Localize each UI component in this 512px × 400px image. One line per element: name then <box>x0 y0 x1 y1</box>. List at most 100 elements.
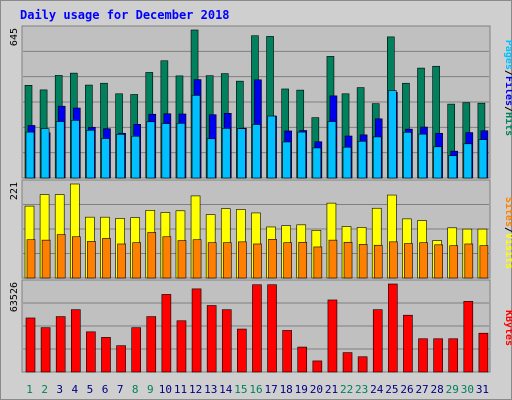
day-label: 3 <box>56 383 63 396</box>
legend-label-middle: Sites/Visits <box>503 197 512 269</box>
sites-bar <box>177 240 187 279</box>
day-label: 11 <box>174 383 187 396</box>
pages-bar <box>25 131 35 179</box>
pages-bar <box>176 123 186 179</box>
kbytes-bar <box>312 360 323 373</box>
legend-label-top-part: Pages <box>503 40 512 70</box>
day-label: 10 <box>159 383 172 396</box>
max-label-visits: 221 <box>9 182 20 200</box>
kbytes-bar <box>478 332 489 373</box>
sites-bar <box>117 243 126 279</box>
day-label: 22 <box>340 383 353 396</box>
kbytes-bar <box>388 283 398 373</box>
sites-bar <box>404 243 413 279</box>
pages-bar <box>312 147 322 179</box>
kbytes-bar <box>176 320 187 373</box>
day-label: 9 <box>147 383 154 396</box>
pages-bar <box>221 128 231 179</box>
sites-bar <box>313 246 323 279</box>
kbytes-bar <box>267 284 277 373</box>
pages-bar <box>403 132 412 179</box>
kbytes-bar <box>252 284 262 373</box>
kbytes-bar <box>282 330 292 373</box>
kbytes-bar <box>206 305 217 373</box>
day-label: 4 <box>72 383 79 396</box>
sites-bar <box>449 245 459 279</box>
day-label: 19 <box>295 383 308 396</box>
sites-bar <box>162 236 172 279</box>
pages-bar <box>131 135 140 179</box>
pages-bar <box>433 146 442 179</box>
pages-bar <box>448 155 458 179</box>
pages-bar <box>342 146 352 179</box>
day-label: 6 <box>102 383 109 396</box>
kbytes-bar <box>221 309 232 373</box>
sites-bar <box>283 242 292 279</box>
sites-bar <box>56 234 66 279</box>
day-label: 12 <box>189 383 202 396</box>
kbytes-bar <box>372 309 383 373</box>
pages-bar <box>40 128 50 179</box>
kbytes-bar <box>161 294 172 373</box>
sites-bar <box>419 242 428 279</box>
day-label: 7 <box>117 383 124 396</box>
pages-bar <box>297 131 307 179</box>
sites-bar <box>102 238 111 279</box>
day-label: 18 <box>280 383 293 396</box>
pages-bar <box>478 139 488 179</box>
day-label: 29 <box>446 383 459 396</box>
chart-title: Daily usage for December 2018 <box>20 8 230 22</box>
sites-bar <box>192 239 202 279</box>
day-label: 30 <box>461 383 474 396</box>
kbytes-bar <box>116 345 126 373</box>
day-label: 14 <box>219 383 233 396</box>
sites-bar <box>268 238 277 279</box>
kbytes-bar <box>86 331 96 373</box>
pages-bar <box>101 138 110 179</box>
day-label: 23 <box>355 383 368 396</box>
sites-bar <box>298 241 308 279</box>
pages-bar <box>55 121 65 179</box>
kbytes-bar <box>237 328 247 373</box>
kbytes-bar <box>342 352 353 373</box>
kbytes-bar <box>55 316 66 373</box>
sites-bar <box>87 241 96 279</box>
legend-label-top-part: / <box>503 106 512 112</box>
kbytes-bar <box>433 338 443 373</box>
pages-bar <box>418 133 427 179</box>
legend-label-middle-part: Sites <box>503 197 512 227</box>
sites-bar <box>207 242 217 279</box>
sites-bar <box>71 236 81 279</box>
day-label: 31 <box>476 383 489 396</box>
legend-label-middle-part: / <box>503 227 512 233</box>
kbytes-bar <box>131 327 141 373</box>
pages-bar <box>388 90 397 179</box>
day-label: 25 <box>385 383 398 396</box>
pages-bar <box>206 138 216 179</box>
day-label: 13 <box>204 383 217 396</box>
kbytes-bar <box>463 301 474 373</box>
sites-bar <box>222 242 232 279</box>
kbytes-bar <box>403 314 413 373</box>
sites-bar <box>147 232 157 279</box>
max-label-kbytes: 63526 <box>9 282 20 312</box>
kbytes-bar <box>448 338 459 373</box>
sites-bar <box>358 244 368 279</box>
kbytes-bar <box>327 299 338 373</box>
legend-label-bottom-part: KBytes <box>503 310 512 346</box>
day-label: 1 <box>26 383 33 396</box>
kbytes-bar <box>101 337 111 373</box>
kbytes-bar <box>418 338 428 373</box>
kbytes-bar <box>146 316 157 373</box>
kbytes-bar <box>25 317 36 373</box>
sites-bar <box>253 243 262 279</box>
sites-bar <box>238 241 247 279</box>
legend-label-top: Pages/Files/Hits <box>503 40 512 136</box>
pages-bar <box>70 120 80 179</box>
pages-bar <box>252 124 261 179</box>
sites-bar <box>41 239 51 279</box>
day-label: 28 <box>431 383 444 396</box>
sites-bar <box>434 244 443 279</box>
pages-bar <box>161 123 171 179</box>
legend-label-middle-part: Visits <box>503 233 512 269</box>
